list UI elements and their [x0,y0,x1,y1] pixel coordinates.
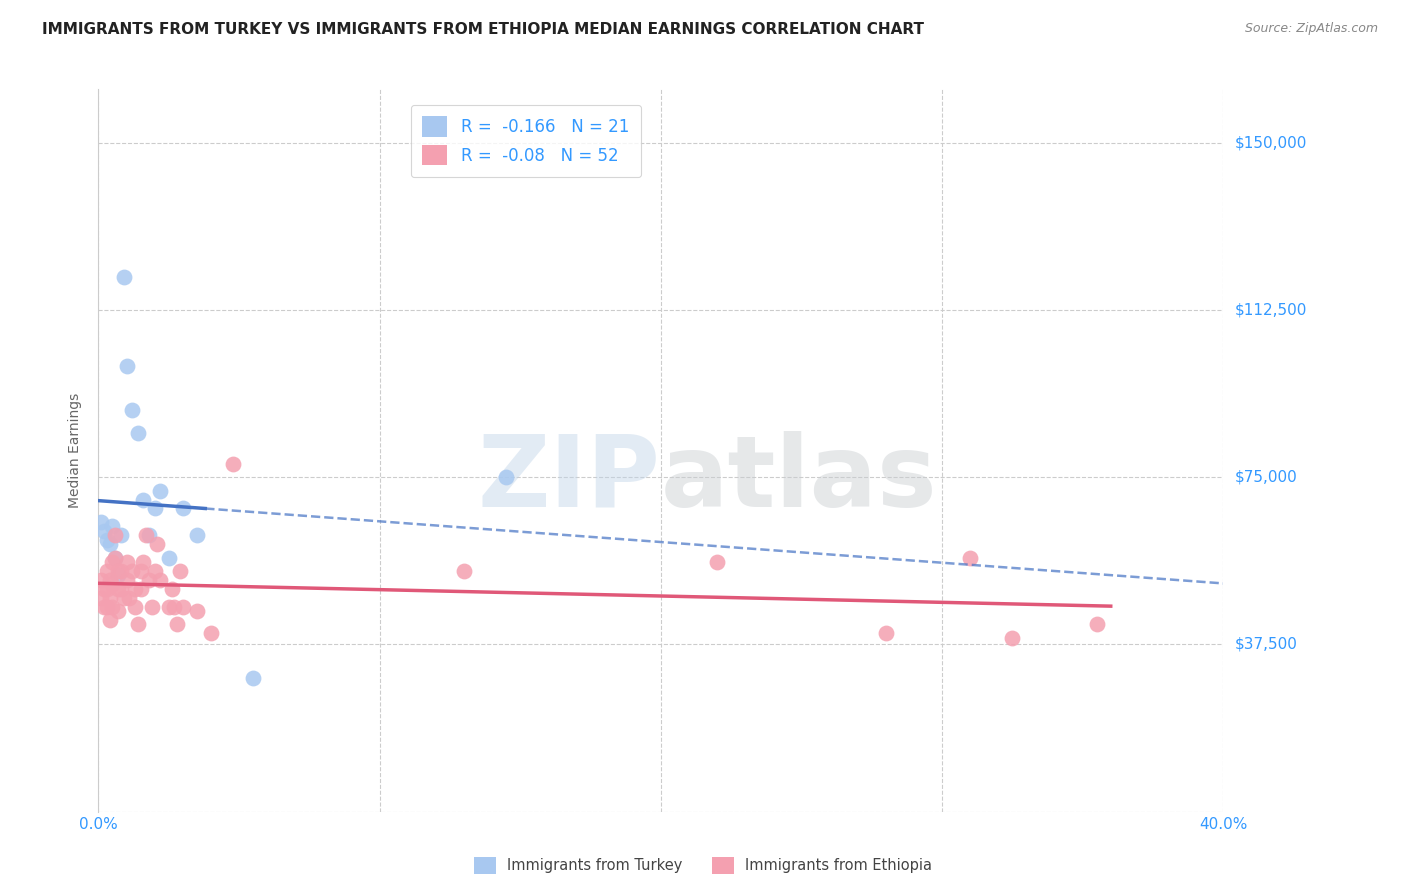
Legend: R =  -0.166   N = 21, R =  -0.08   N = 52: R = -0.166 N = 21, R = -0.08 N = 52 [411,104,641,178]
Point [107,564,129,578]
Point [104,550,127,565]
Point [157,550,180,565]
Point [706,555,728,569]
Point [453,564,475,578]
Text: $150,000: $150,000 [1234,136,1306,150]
Point [1085,617,1108,632]
Point [101,519,124,533]
Point [124,582,146,596]
Text: $112,500: $112,500 [1234,302,1306,318]
Point [104,528,127,542]
Point [169,564,191,578]
Point [132,555,155,569]
Point [129,564,152,578]
Point [101,555,124,569]
Point [222,457,245,471]
Point [93,524,115,538]
Point [107,568,129,582]
Point [121,403,143,417]
Point [124,599,146,614]
Point [90,591,112,605]
Point [90,573,112,587]
Point [110,564,132,578]
Point [118,591,141,605]
Point [138,528,160,542]
Text: Source: ZipAtlas.com: Source: ZipAtlas.com [1244,22,1378,36]
Point [163,599,186,614]
Legend: Immigrants from Turkey, Immigrants from Ethiopia: Immigrants from Turkey, Immigrants from … [468,851,938,880]
Point [132,492,155,507]
Point [200,626,222,640]
Point [495,470,517,484]
Point [98,613,121,627]
Point [93,582,115,596]
Point [93,599,115,614]
Point [96,599,118,614]
Point [149,573,172,587]
Text: atlas: atlas [661,431,938,528]
Point [98,573,121,587]
Point [107,604,129,618]
Point [143,564,166,578]
Text: IMMIGRANTS FROM TURKEY VS IMMIGRANTS FROM ETHIOPIA MEDIAN EARNINGS CORRELATION C: IMMIGRANTS FROM TURKEY VS IMMIGRANTS FRO… [42,22,924,37]
Text: $37,500: $37,500 [1234,637,1298,652]
Point [96,533,118,547]
Point [166,617,188,632]
Point [172,599,194,614]
Point [110,528,132,542]
Point [101,599,124,614]
Text: ZIP: ZIP [478,431,661,528]
Point [107,582,129,596]
Point [146,537,169,551]
Point [157,599,180,614]
Point [143,501,166,516]
Point [127,425,149,440]
Point [875,626,897,640]
Point [96,582,118,596]
Point [104,550,127,565]
Text: $75,000: $75,000 [1234,470,1298,484]
Point [112,591,135,605]
Point [115,573,138,587]
Point [242,671,264,685]
Point [129,582,152,596]
Point [115,555,138,569]
Point [141,599,163,614]
Point [1001,631,1024,645]
Point [121,564,143,578]
Point [149,483,172,498]
Point [959,550,981,565]
Point [98,591,121,605]
Point [186,528,208,542]
Point [90,515,112,529]
Point [172,501,194,516]
Y-axis label: Median Earnings: Median Earnings [69,392,83,508]
Point [138,573,160,587]
Point [186,604,208,618]
Point [127,617,149,632]
Point [112,269,135,284]
Point [135,528,157,542]
Point [160,582,183,596]
Point [110,582,132,596]
Point [115,359,138,373]
Point [101,577,124,591]
Point [96,564,118,578]
Point [98,537,121,551]
